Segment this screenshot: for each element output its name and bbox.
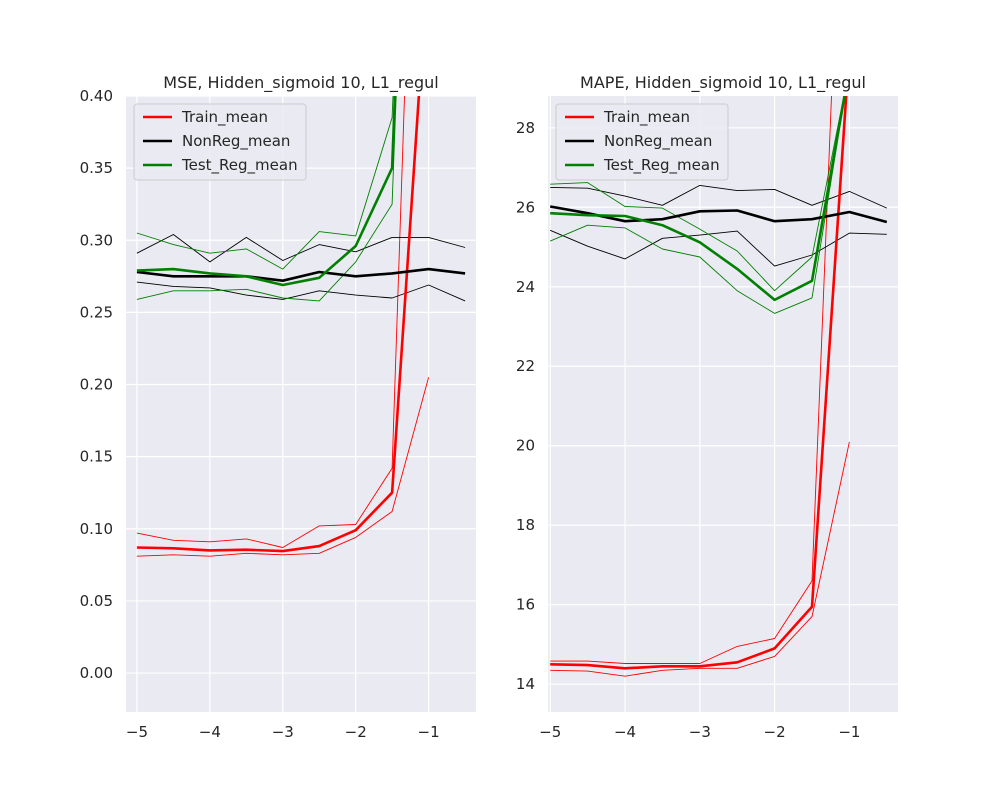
- mape-x-tick-label: −2: [764, 723, 786, 741]
- mse-y-tick-label: 0.40: [80, 87, 113, 105]
- mse-x-tick-label: −2: [345, 723, 367, 741]
- mape-y-tick-label: 28: [516, 119, 535, 137]
- mse-train-mean-line: [136, 96, 421, 553]
- mape-y-tick-label: 26: [516, 198, 535, 216]
- mse-panel: −5 −4 −3 −2 −1 0.00 0.05 0.10 0.15 0.20 0.25 0.30 0.…: [80, 73, 476, 741]
- mape-train-mean-line: [550, 96, 848, 670]
- mse-legend-label-train-mean: Train_mean: [181, 108, 268, 127]
- mse-train-mean-lower-line: [136, 377, 430, 557]
- mse-x-tick-label: −3: [272, 723, 294, 741]
- mse-y-tick-label: 0.15: [80, 448, 113, 466]
- mape-legend-label-test-reg-mean: Test_Reg_mean: [603, 156, 720, 175]
- mape-y-tick-label: 20: [516, 437, 535, 455]
- mse-chart-title: MSE, Hidden_sigmoid 10, L1_regul: [163, 73, 438, 93]
- mape-train-mean-upper-line: [550, 96, 832, 664]
- mape-nonreg-mean-upper-line: [550, 184, 887, 209]
- mape-x-tick-label: −1: [838, 723, 860, 741]
- mape-x-tick-label: −5: [539, 723, 561, 741]
- mse-x-tick-label: −1: [418, 723, 440, 741]
- mape-y-tick-label: 14: [516, 675, 535, 693]
- mse-legend-label-nonreg-mean: NonReg_mean: [182, 132, 290, 151]
- mse-tick-labels: −5 −4 −3 −2 −1 0.00 0.05 0.10 0.15 0.20 0.25 0.30 0.…: [80, 87, 440, 741]
- mse-y-tick-label: 0.20: [80, 376, 113, 394]
- mse-y-tick-label: 0.05: [80, 592, 113, 610]
- mape-test-reg-mean-upper-line: [550, 96, 845, 292]
- mse-y-tick-label: 0.30: [80, 231, 113, 249]
- mape-legend-label-train-mean: Train_mean: [603, 108, 690, 127]
- mape-test-reg-mean-lower-line: [550, 96, 846, 314]
- mse-test-reg-mean-upper-line: [136, 96, 394, 270]
- mse-x-tick-label: −4: [199, 723, 221, 741]
- mape-nonreg-mean-line: [549, 205, 888, 224]
- mape-test-reg-mean-line: [550, 96, 846, 302]
- mape-x-tick-label: −3: [689, 723, 711, 741]
- mse-y-tick-label: 0.00: [80, 664, 113, 682]
- mape-panel: −5 −4 −3 −2 −1 14 16 18 20 22 24 26 28 MAPE, Hidden_…: [516, 73, 898, 741]
- mape-y-tick-label: 22: [516, 357, 535, 375]
- mape-train-mean-lower-line: [550, 441, 850, 677]
- mape-series-lines: [549, 96, 888, 677]
- mse-y-tick-label: 0.10: [80, 520, 113, 538]
- mse-legend-label-test-reg-mean: Test_Reg_mean: [181, 156, 298, 175]
- mse-x-tick-label: −5: [126, 723, 148, 741]
- mape-x-tick-label: −4: [614, 723, 636, 741]
- mse-plot-area: [126, 96, 476, 712]
- mape-y-tick-label: 18: [516, 516, 535, 534]
- mse-nonreg-mean-lower-line: [136, 281, 466, 302]
- mse-series-lines: [136, 96, 466, 557]
- mape-legend-box: [555, 103, 729, 181]
- mse-test-reg-mean-line: [136, 96, 397, 287]
- mse-y-tick-label: 0.25: [80, 303, 113, 321]
- mse-legend: Train_mean NonReg_mean Test_Reg_mean: [133, 103, 307, 181]
- mape-y-tick-label: 16: [516, 596, 535, 614]
- mse-train-mean-upper-line: [136, 96, 405, 548]
- mse-y-tick-label: 0.35: [80, 159, 113, 177]
- mse-test-reg-mean-lower-line: [136, 96, 397, 302]
- mape-legend: Train_mean NonReg_mean Test_Reg_mean: [555, 103, 729, 181]
- mape-legend-label-nonreg-mean: NonReg_mean: [604, 132, 712, 151]
- mse-gridlines: [126, 95, 476, 712]
- mape-chart-title: MAPE, Hidden_sigmoid 10, L1_regul: [580, 73, 866, 93]
- mape-tick-labels: −5 −4 −3 −2 −1 14 16 18 20 22 24 26 28: [516, 119, 861, 741]
- mape-y-tick-label: 24: [516, 278, 535, 296]
- mse-legend-box: [133, 103, 307, 181]
- mape-nonreg-mean-lower-line: [550, 229, 887, 267]
- mse-nonreg-mean-line: [136, 267, 466, 283]
